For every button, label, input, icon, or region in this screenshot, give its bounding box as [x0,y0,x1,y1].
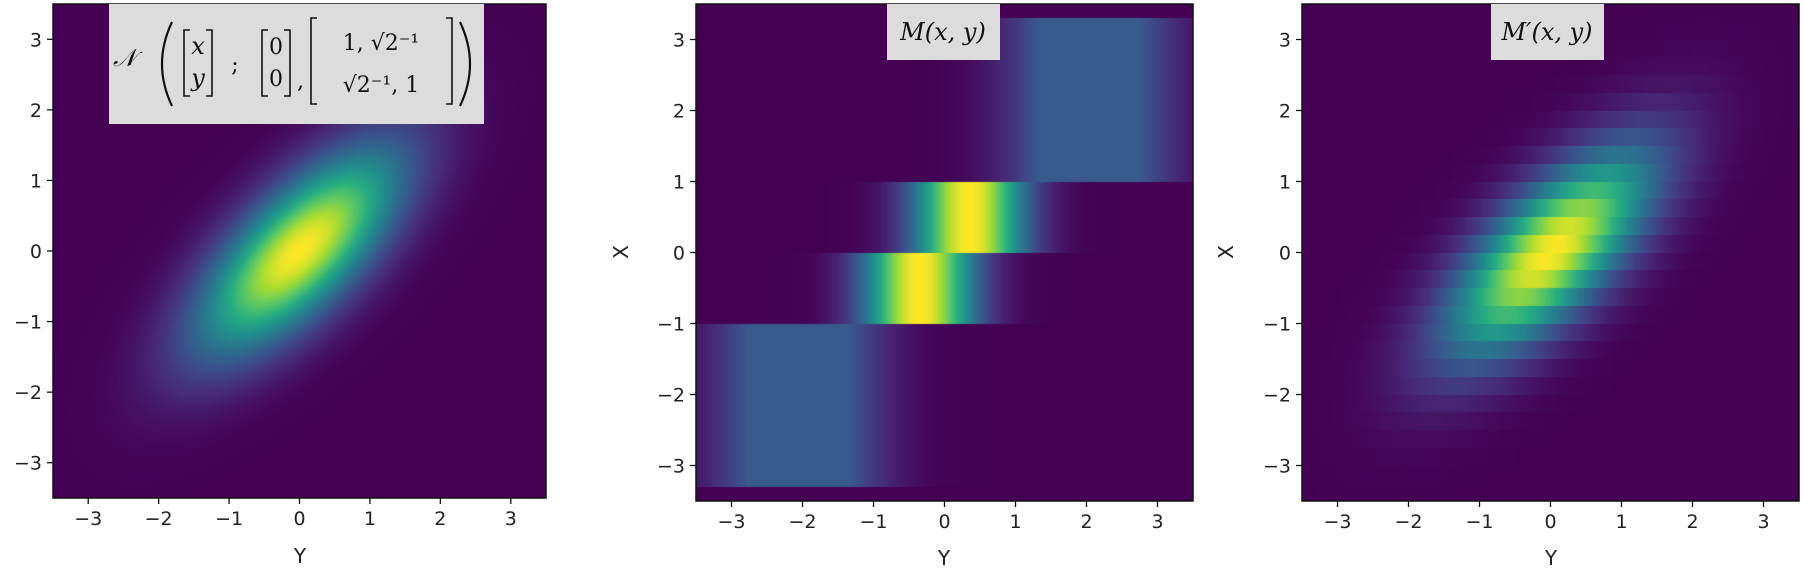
x-axis-label-2: Y [937,546,951,570]
y-tick-label: 1 [1279,172,1291,194]
y-tick-label: 0 [30,241,42,263]
x-tick-label: 2 [1080,511,1092,533]
y-tick-label: 3 [30,29,42,51]
cov-bracket-left [310,17,317,105]
title-box-2 [887,4,1000,60]
chart-title-1: 𝒩 x y ; 0 0 , 1, √2⁻¹ √2⁻¹, 1 [109,4,484,124]
y-tick-label: −2 [14,382,42,404]
ticks-2: −3 −3 −2 −2 −1 −1 0 0 1 1 2 2 3 3 [657,30,1164,534]
title-3: M′(x, y) [1500,18,1592,46]
title-2: M(x, y) [899,18,986,46]
ticks-3: −3 −3 −2 −2 −1 −1 0 0 1 1 2 2 3 3 [1263,30,1770,534]
x-tick-label: 3 [505,508,517,530]
comma: , [297,69,304,94]
title-separator: ; [231,53,238,78]
heatmap-3 [1302,4,1799,501]
x-tick-label: −1 [859,511,887,533]
y-tick-label: −3 [14,453,42,475]
mean-top: 0 [269,35,283,60]
x-tick-label: −1 [215,508,243,530]
vec-top: x [191,32,205,60]
y-tick-label: 2 [673,101,685,123]
x-tick-label: −3 [74,508,102,530]
x-tick-label: 1 [1009,511,1021,533]
y-tick-label: 0 [673,243,685,265]
panel-3: −3 −3 −2 −2 −1 −1 0 0 1 1 2 2 3 3 Y X M′(x, y) [1214,3,1800,570]
x-tick-label: 3 [1757,511,1769,533]
y-tick-label: −1 [14,312,42,334]
x-tick-label: −2 [1394,511,1422,533]
x-tick-label: 2 [434,508,446,530]
x-tick-label: −2 [788,511,816,533]
right-paren [459,21,472,107]
ticks-1: −3 −3 −2 −2 −1 −1 0 0 1 1 2 2 3 3 [14,29,517,530]
x-tick-label: −3 [717,511,745,533]
title-box-3 [1491,4,1604,60]
y-tick-label: 3 [673,30,685,52]
y-tick-label: −2 [1263,385,1291,407]
y-tick-label: 1 [673,172,685,194]
y-tick-label: −1 [1263,314,1291,336]
x-tick-label: 1 [364,508,376,530]
x-tick-label: −1 [1465,511,1493,533]
x-tick-label: 0 [1544,511,1556,533]
y-tick-label: 2 [30,100,42,122]
title-box-1 [109,4,484,124]
x-tick-label: −2 [145,508,173,530]
vec-bracket-right [206,29,213,97]
y-tick-label: −2 [657,385,685,407]
mean-bracket-left [261,29,268,97]
mean-bracket-right [284,29,291,97]
panel-1: −3 −3 −2 −2 −1 −1 0 0 1 1 2 2 3 3 Y 𝒩 x y ; 0 0 , 1, … [14,3,547,568]
y-axis-label-3: X [1214,245,1238,259]
x-tick-label: 2 [1686,511,1698,533]
x-tick-label: −3 [1323,511,1351,533]
x-axis-label-3: Y [1544,546,1558,570]
x-axis-label-1: Y [293,544,307,568]
cov-bracket-right [446,17,453,105]
chart-title-3: M′(x, y) [1491,4,1604,60]
x-tick-label: 3 [1151,511,1163,533]
y-axis-label-2: X [609,245,633,259]
y-tick-label: 0 [1279,243,1291,265]
y-tick-label: −1 [657,314,685,336]
vec-bottom: y [190,64,205,92]
panel-2: −3 −3 −2 −2 −1 −1 0 0 1 1 2 2 3 3 Y X M(x, y) [609,3,1194,570]
chart-title-2: M(x, y) [887,4,1000,60]
y-tick-label: 3 [1279,30,1291,52]
x-tick-label: 1 [1615,511,1627,533]
y-tick-label: −3 [657,456,685,478]
mean-bottom: 0 [269,67,283,92]
left-paren [160,21,173,107]
cov-bottom: √2⁻¹, 1 [343,73,419,98]
y-tick-label: 2 [1279,101,1291,123]
vec-bracket-left [183,29,190,97]
heatmap-2 [696,4,1193,501]
cov-top: 1, √2⁻¹ [343,31,419,56]
x-tick-label: 0 [293,508,305,530]
y-tick-label: 1 [30,170,42,192]
y-tick-label: −3 [1263,456,1291,478]
x-tick-label: 0 [938,511,950,533]
